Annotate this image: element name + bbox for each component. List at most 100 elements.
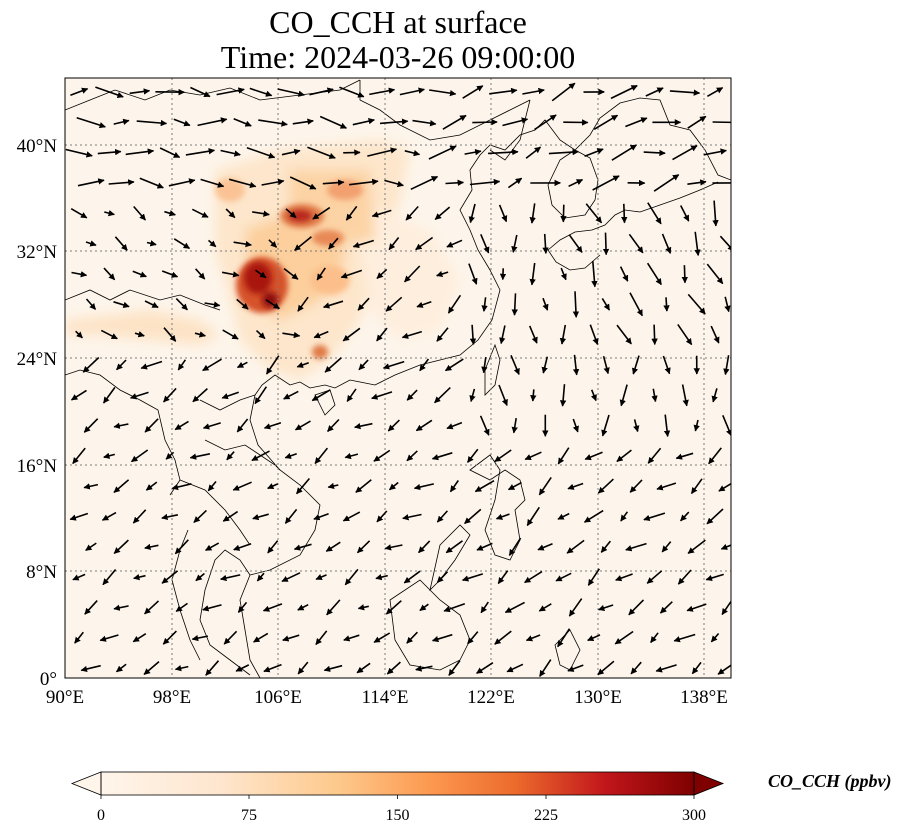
wind-arrow	[252, 513, 269, 521]
wind-arrow	[600, 540, 612, 553]
wind-arrow	[621, 203, 628, 224]
wind-arrow	[145, 481, 158, 491]
wind-arrow	[294, 420, 311, 431]
wind-arrow	[406, 450, 418, 462]
colorbar-label: CO_CCH (ppbv)	[768, 771, 892, 791]
wind-arrow	[315, 630, 328, 646]
wind-arrow	[415, 665, 433, 672]
wind-arrow	[373, 449, 391, 462]
wind-arrow	[404, 265, 421, 283]
wind-arrow	[168, 178, 196, 187]
wind-arrow	[445, 540, 463, 554]
wind-arrow	[710, 325, 720, 344]
wind-arrow	[675, 452, 694, 460]
wind-arrow	[297, 296, 309, 312]
wind-arrow	[614, 630, 634, 645]
wind-arrow	[80, 664, 101, 673]
lat-tick-label: 16°N	[17, 456, 58, 477]
wind-arrow	[311, 389, 331, 402]
wind-arrow	[611, 144, 637, 161]
wind-arrow	[197, 117, 228, 127]
wind-arrow	[233, 240, 252, 248]
wind-arrow	[133, 205, 147, 221]
wind-arrow	[284, 508, 298, 524]
wind-arrow	[681, 384, 689, 407]
wind-arrow	[542, 233, 549, 254]
wind-arrow	[504, 601, 525, 614]
wind-arrow	[83, 483, 99, 490]
wind-arrow	[113, 479, 130, 494]
wind-arrow	[537, 542, 553, 551]
wind-arrow	[386, 661, 401, 675]
wind-arrow	[461, 573, 484, 582]
wind-arrow	[284, 452, 297, 459]
wind-arrow	[163, 387, 177, 403]
wind-arrow	[161, 513, 179, 521]
wind-arrow	[292, 118, 314, 125]
wind-arrow	[314, 447, 329, 465]
wind-arrow	[265, 355, 280, 375]
wind-arrow	[345, 205, 358, 221]
colorbar-tick-label: 225	[534, 807, 558, 824]
wind-arrow	[406, 631, 418, 644]
wind-arrow	[469, 324, 477, 345]
wind-arrow	[687, 179, 707, 186]
wind-arrow	[706, 263, 724, 285]
wind-arrow	[587, 568, 600, 586]
wind-arrow	[416, 300, 432, 308]
wind-arrow	[445, 179, 465, 186]
wind-arrow	[104, 209, 115, 217]
wind-arrow	[382, 360, 405, 370]
wind-arrow	[165, 451, 175, 460]
wind-arrow	[507, 481, 522, 491]
wind-arrow	[584, 148, 604, 157]
wind-arrow	[647, 202, 662, 225]
wind-arrow	[673, 633, 696, 643]
wind-arrow	[255, 330, 266, 340]
wind-arrow	[195, 572, 205, 582]
wind-arrow	[356, 662, 371, 674]
colorbar-tick-label: 75	[241, 807, 257, 824]
wind-arrow	[265, 299, 280, 310]
wind-arrow	[319, 115, 347, 129]
wind-arrow	[412, 119, 437, 127]
wind-arrow	[139, 177, 164, 189]
wind-arrow	[703, 148, 727, 156]
wind-arrow	[72, 573, 86, 581]
wind-arrow	[568, 178, 584, 188]
lon-tick-label: 114°E	[362, 687, 409, 708]
wind-arrow	[144, 418, 159, 433]
wind-arrow	[85, 542, 97, 552]
wind-arrow	[497, 570, 509, 585]
wind-arrow	[113, 118, 130, 125]
colorbar: 0 75 150 225 300	[70, 771, 725, 824]
map-title: CO_CCH at surface	[269, 4, 527, 40]
wind-arrow	[474, 480, 495, 493]
wind-arrow	[560, 267, 567, 281]
wind-arrow	[175, 298, 188, 311]
wind-arrow	[557, 512, 570, 520]
wind-arrow	[629, 479, 643, 493]
wind-arrow	[95, 86, 124, 99]
wind-arrow	[228, 178, 257, 189]
wind-arrow	[190, 86, 211, 98]
wind-arrow	[589, 324, 599, 346]
wind-arrow	[385, 600, 402, 615]
wind-arrow	[220, 149, 241, 157]
wind-arrow	[77, 178, 105, 187]
wind-arrow	[620, 511, 629, 522]
wind-arrow	[173, 238, 191, 250]
wind-arrow	[669, 89, 701, 96]
wind-arrow	[283, 390, 299, 400]
wind-arrow	[522, 87, 545, 95]
wind-arrow	[442, 114, 467, 130]
wind-arrow	[358, 359, 369, 371]
wind-arrow	[567, 482, 584, 490]
wind-arrow	[405, 205, 419, 221]
wind-arrow	[344, 452, 359, 460]
wind-arrow	[568, 234, 583, 253]
wind-arrow	[309, 87, 334, 96]
wind-arrow	[75, 330, 83, 339]
wind-arrow	[650, 632, 659, 644]
wind-arrow	[633, 419, 640, 433]
